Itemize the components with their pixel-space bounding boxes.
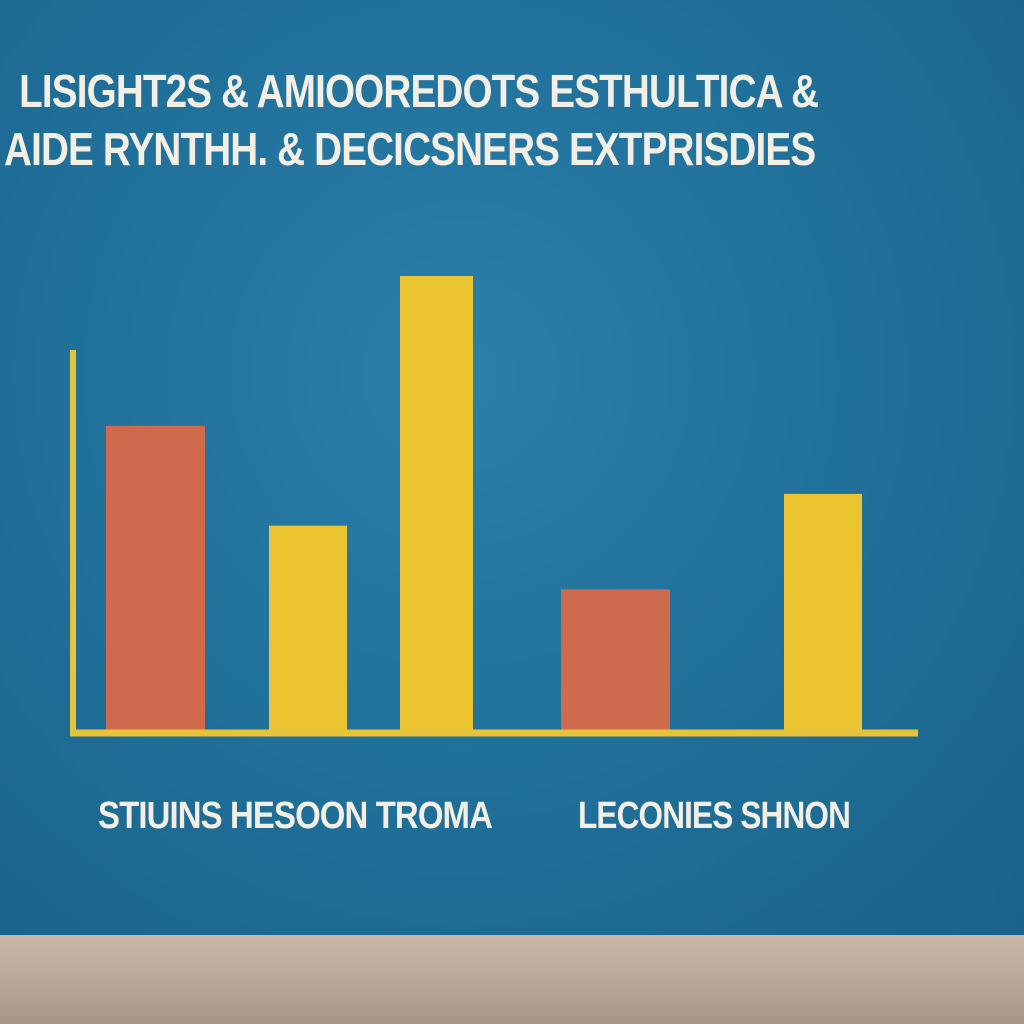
category-label-left: STIUINS HESOON TROMA [98,795,492,837]
chart-title-line-1: LISIGHT2S & AMIOOREDOTS ESTHULTICA & [19,65,819,117]
floor-strip [0,935,1024,1024]
bar-5 [784,493,862,730]
bar-4 [561,589,670,730]
chart-title-line-2: AIDE RYNTHH. & DECICSNERS EXTPRISDIES [4,123,816,175]
chart-title: LISIGHT2S & AMIOOREDOTS ESTHULTICA & AID… [4,62,819,178]
bar-group [106,276,862,730]
bar-1 [106,425,205,730]
category-label-right: LECONIES SHNON [578,795,850,837]
bar-3 [400,276,473,730]
bar-chart: STIUINS HESOON TROMA LECONIES SHNON [70,276,918,837]
bar-2 [269,525,347,730]
